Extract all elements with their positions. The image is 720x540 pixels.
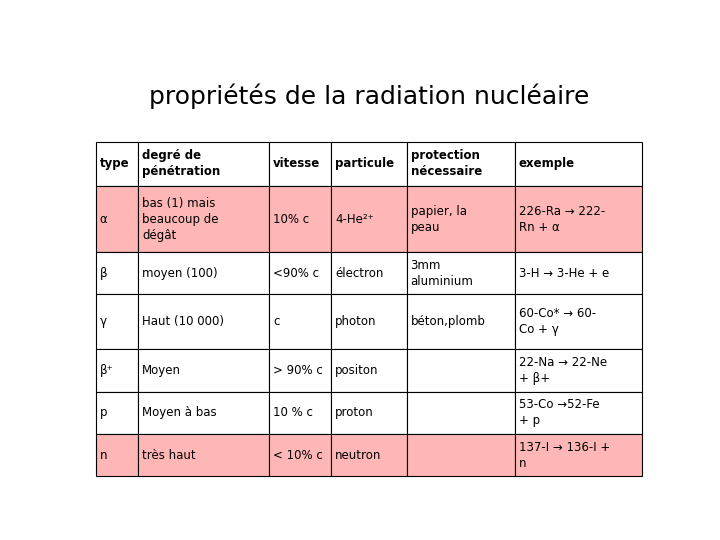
Text: Haut (10 000): Haut (10 000) [142,315,224,328]
Polygon shape [515,294,642,349]
Text: photon: photon [336,315,377,328]
Text: β⁺: β⁺ [99,364,113,377]
Text: 226-Ra → 222-
Rn + α: 226-Ra → 222- Rn + α [518,205,605,233]
Text: Moyen à bas: Moyen à bas [142,407,217,420]
Polygon shape [269,186,331,252]
Text: Moyen: Moyen [142,364,181,377]
Text: électron: électron [336,267,384,280]
Polygon shape [269,294,331,349]
Text: moyen (100): moyen (100) [142,267,217,280]
Text: bas (1) mais
beaucoup de
dégât: bas (1) mais beaucoup de dégât [142,197,219,241]
Polygon shape [269,349,331,392]
Polygon shape [515,141,642,186]
Text: neutron: neutron [336,449,382,462]
Polygon shape [331,392,407,434]
Text: c: c [273,315,279,328]
Text: < 10% c: < 10% c [273,449,323,462]
Polygon shape [407,349,515,392]
Text: propriétés de la radiation nucléaire: propriétés de la radiation nucléaire [149,84,589,109]
Text: 137-I → 136-I +
n: 137-I → 136-I + n [518,441,610,470]
Text: protection
nécessaire: protection nécessaire [410,150,482,178]
Polygon shape [515,434,642,476]
Text: α: α [99,213,107,226]
Polygon shape [138,252,269,294]
Polygon shape [407,434,515,476]
Polygon shape [407,141,515,186]
Polygon shape [331,294,407,349]
Text: type: type [99,158,129,171]
Text: 60-Co* → 60-
Co + γ: 60-Co* → 60- Co + γ [518,307,595,336]
Polygon shape [269,252,331,294]
Text: n: n [99,449,107,462]
Polygon shape [138,294,269,349]
Text: 3mm
aluminium: 3mm aluminium [410,259,474,288]
Polygon shape [407,392,515,434]
Polygon shape [269,434,331,476]
Polygon shape [269,141,331,186]
Polygon shape [96,392,138,434]
Polygon shape [407,252,515,294]
Text: positon: positon [336,364,379,377]
Polygon shape [515,186,642,252]
Text: > 90% c: > 90% c [273,364,323,377]
Polygon shape [331,141,407,186]
Text: p: p [99,407,107,420]
Text: papier, la
peau: papier, la peau [410,205,467,233]
Text: très haut: très haut [142,449,196,462]
Polygon shape [515,392,642,434]
Text: proton: proton [336,407,374,420]
Text: 10% c: 10% c [273,213,309,226]
Text: 22-Na → 22-Ne
+ β+: 22-Na → 22-Ne + β+ [518,356,607,385]
Text: particule: particule [336,158,395,171]
Polygon shape [331,434,407,476]
Text: 4-He²⁺: 4-He²⁺ [336,213,374,226]
Polygon shape [96,349,138,392]
Polygon shape [407,294,515,349]
Polygon shape [515,349,642,392]
Text: béton,plomb: béton,plomb [410,315,485,328]
Polygon shape [331,252,407,294]
Polygon shape [331,349,407,392]
Polygon shape [138,392,269,434]
Polygon shape [331,186,407,252]
Polygon shape [138,434,269,476]
Polygon shape [515,252,642,294]
Polygon shape [96,294,138,349]
Polygon shape [407,186,515,252]
Polygon shape [96,141,138,186]
Text: vitesse: vitesse [273,158,320,171]
Polygon shape [138,141,269,186]
Polygon shape [96,186,138,252]
Text: 3-H → 3-He + e: 3-H → 3-He + e [518,267,609,280]
Text: exemple: exemple [518,158,575,171]
Polygon shape [269,392,331,434]
Polygon shape [96,252,138,294]
Polygon shape [96,434,138,476]
Text: 10 % c: 10 % c [273,407,313,420]
Text: γ: γ [99,315,107,328]
Polygon shape [138,186,269,252]
Polygon shape [138,349,269,392]
Text: <90% c: <90% c [273,267,319,280]
Text: 53-Co →52-Fe
+ p: 53-Co →52-Fe + p [518,399,599,427]
Text: β: β [99,267,107,280]
Text: degré de
pénétration: degré de pénétration [142,150,220,178]
